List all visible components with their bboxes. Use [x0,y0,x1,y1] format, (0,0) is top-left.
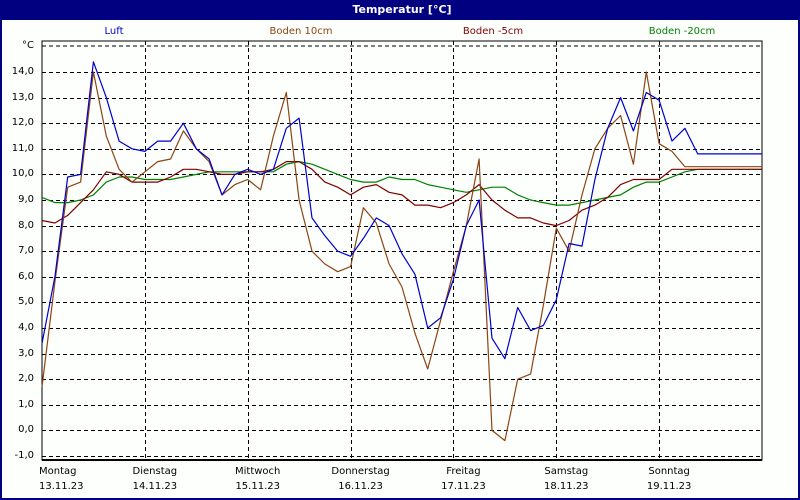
y-tick-label: 14,0 [11,66,34,77]
x-weekday-label: Freitag [446,466,481,477]
y-tick-label: 5,0 [18,296,34,308]
plot-frame [41,40,763,461]
legend-boden-10cm: Boden 10cm [269,26,333,37]
x-date-label: 13.11.23 [39,481,84,492]
y-tick-label: 2,0 [18,373,34,385]
x-date-label: 14.11.23 [132,481,178,492]
y-tick-label: 4,0 [18,322,34,333]
x-date-label: 17.11.23 [441,481,486,492]
y-tick-label: -1,0 [14,450,34,461]
y-tick-label: 1,0 [18,398,34,410]
y-tick-label: 6,0 [18,270,34,282]
y-tick-label: 8,0 [18,219,34,231]
legend-luft: Luft [104,26,124,37]
series-line-boden-20cm [41,161,762,206]
window-title: Temperatur [°C] [2,0,800,20]
x-weekday-label: Donnerstag [331,466,390,477]
legend-boden-minus-20cm: Boden -20cm [648,26,716,37]
legend-boden-minus-5cm: Boden -5cm [462,26,524,37]
x-date-label: 15.11.23 [235,481,280,492]
x-weekday-label: Sonntag [648,466,690,477]
y-tick-label: 9,0 [18,194,34,205]
y-tick-label: 13,0 [11,91,34,103]
y-tick-label: 12,0 [11,117,34,129]
y-tick-label: 7,0 [18,245,34,257]
x-date-label: 19.11.23 [646,481,692,492]
x-weekday-label: Montag [39,466,77,477]
x-date-label: 18.11.23 [544,481,589,492]
x-weekday-label: Mittwoch [235,466,281,477]
y-tick-label: 0,0 [18,424,34,436]
series-line-boden-5cm [41,161,762,227]
x-weekday-label: Samstag [544,466,589,477]
y-tick-label: 11,0 [11,142,34,154]
series-line-boden-10cm [41,71,762,442]
data-series [41,61,762,442]
grid-lines [42,41,762,460]
y-tick-label: 10,0 [11,168,34,180]
x-date-label: 16.11.23 [338,481,383,492]
x-weekday-label: Dienstag [132,466,178,477]
y-axis-unit: °C [22,40,34,51]
y-tick-label: 3,0 [18,347,34,359]
series-line-luft [41,61,762,360]
